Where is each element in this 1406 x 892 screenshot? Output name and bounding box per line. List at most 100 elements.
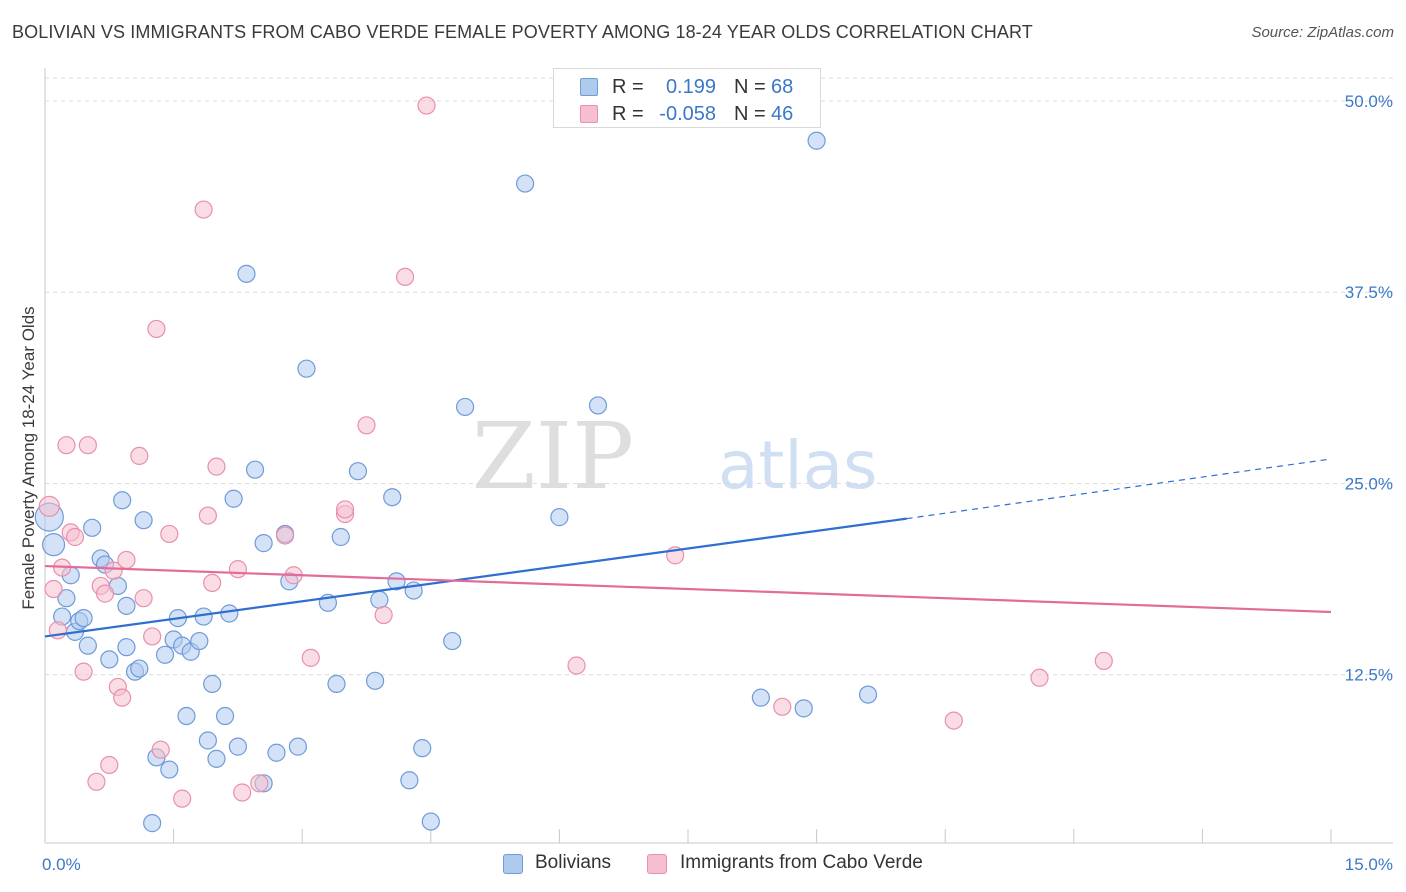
data-point-bolivians xyxy=(807,131,826,150)
legend-n-value: 68 xyxy=(771,76,794,98)
data-point-bolivians xyxy=(387,572,406,591)
data-point-bolivians xyxy=(365,671,385,690)
axes xyxy=(44,68,1393,844)
data-point-bolivians xyxy=(245,460,265,479)
legend-swatch-blue xyxy=(580,78,598,96)
data-point-bolivians xyxy=(198,731,217,750)
data-point-bolivians xyxy=(177,706,196,726)
data-point-cabo-verde xyxy=(194,200,213,219)
data-point-cabo-verde xyxy=(160,524,179,544)
trend-lines xyxy=(44,458,1332,638)
data-point-cabo-verde xyxy=(130,446,149,466)
legend-r-value: 0.199 xyxy=(665,76,716,98)
trend-line-bolivians xyxy=(44,517,907,638)
legend-n-label: N = xyxy=(734,103,766,125)
data-point-cabo-verde xyxy=(228,560,247,579)
data-point-bolivians xyxy=(155,645,175,664)
data-point-cabo-verde xyxy=(95,584,115,603)
data-point-cabo-verde xyxy=(104,561,123,580)
data-points xyxy=(34,96,1113,833)
legend-swatch-blue xyxy=(503,854,523,874)
data-point-bolivians xyxy=(516,174,535,193)
data-point-bolivians xyxy=(297,359,316,378)
y-tick-label: 50.0% xyxy=(1345,92,1393,111)
data-point-bolivians xyxy=(143,814,162,833)
data-point-bolivians xyxy=(751,688,770,707)
data-point-bolivians xyxy=(100,650,119,669)
data-point-cabo-verde xyxy=(143,627,162,646)
data-point-bolivians xyxy=(207,749,226,768)
legend-n-label: N = xyxy=(734,76,766,98)
data-point-cabo-verde xyxy=(87,772,106,791)
data-point-bolivians xyxy=(190,631,209,651)
data-point-bolivians xyxy=(443,631,462,651)
data-point-bolivians xyxy=(267,743,286,762)
data-point-bolivians xyxy=(237,264,256,283)
data-point-bolivians xyxy=(370,590,389,609)
tick-labels: 12.5% 25.0% 37.5% 50.0% 0.0% 15.0% xyxy=(42,92,1393,874)
data-point-cabo-verde xyxy=(203,573,222,593)
data-point-cabo-verde xyxy=(147,319,166,339)
data-point-cabo-verde xyxy=(250,774,269,793)
watermark-zip: ZIP xyxy=(472,403,634,510)
data-point-bolivians xyxy=(421,812,440,831)
x-tick-label: 15.0% xyxy=(1345,855,1393,874)
data-point-cabo-verde xyxy=(207,457,226,476)
legend-row-cabo-verde: R = -0.058 N = 46 xyxy=(554,100,820,127)
data-point-cabo-verde xyxy=(117,550,136,570)
data-point-cabo-verde xyxy=(65,527,85,547)
data-point-bolivians xyxy=(203,674,222,693)
correlation-legend: R = 0.199 N = 68 R = -0.058 N = 46 xyxy=(553,68,821,128)
data-point-cabo-verde xyxy=(134,589,153,608)
data-point-bolivians xyxy=(254,534,273,553)
series-legend: Bolivians Immigrants from Cabo Verde xyxy=(0,852,1406,878)
data-point-cabo-verde xyxy=(173,789,192,808)
data-point-bolivians xyxy=(134,511,153,530)
data-point-cabo-verde xyxy=(335,500,355,519)
data-point-bolivians xyxy=(327,674,346,693)
data-point-bolivians xyxy=(74,608,93,628)
data-point-bolivians xyxy=(41,533,66,557)
data-point-bolivians xyxy=(858,685,878,704)
data-point-cabo-verde xyxy=(74,662,93,681)
data-point-bolivians xyxy=(288,737,308,756)
y-tick-label: 37.5% xyxy=(1345,283,1393,302)
data-point-bolivians xyxy=(117,596,136,615)
legend-n-value: 46 xyxy=(771,103,794,125)
y-tick-label: 25.0% xyxy=(1345,474,1393,493)
data-point-cabo-verde xyxy=(113,688,132,707)
legend-row-bolivians: R = 0.199 N = 68 xyxy=(554,73,820,100)
data-point-bolivians xyxy=(588,396,608,415)
data-point-bolivians xyxy=(455,397,475,417)
data-point-bolivians xyxy=(113,491,132,510)
data-point-bolivians xyxy=(400,771,419,790)
data-point-cabo-verde xyxy=(57,436,76,455)
legend-label-cabo-verde: Immigrants from Cabo Verde xyxy=(680,852,923,873)
legend-label-bolivians: Bolivians xyxy=(535,852,612,873)
data-point-cabo-verde xyxy=(374,605,393,625)
data-point-bolivians xyxy=(130,659,149,678)
data-point-cabo-verde xyxy=(1030,668,1049,687)
data-point-cabo-verde xyxy=(100,755,119,775)
trend-line-cabo-verde xyxy=(44,564,1332,614)
data-point-bolivians xyxy=(220,604,239,623)
y-axis-label-container: Female Poverty Among 18-24 Year Olds xyxy=(6,288,52,628)
data-point-cabo-verde xyxy=(151,740,170,759)
data-point-bolivians xyxy=(228,737,247,756)
grid-lines xyxy=(45,77,1393,676)
data-point-cabo-verde xyxy=(301,648,320,667)
data-point-cabo-verde xyxy=(567,656,586,675)
legend-swatch-pink xyxy=(580,105,598,123)
source-label: Source: ZipAtlas.com xyxy=(1251,24,1394,41)
watermark-atlas: atlas xyxy=(718,427,878,504)
data-point-cabo-verde xyxy=(357,416,376,435)
data-point-bolivians xyxy=(117,638,136,657)
chart-title: BOLIVIAN VS IMMIGRANTS FROM CABO VERDE F… xyxy=(12,22,1033,42)
trend-line-bolivians-extension xyxy=(906,458,1332,520)
data-point-cabo-verde xyxy=(1094,651,1113,671)
legend-r-value: -0.058 xyxy=(659,103,716,125)
data-point-cabo-verde xyxy=(417,96,436,115)
data-point-bolivians xyxy=(224,489,243,508)
data-point-bolivians xyxy=(215,706,235,726)
